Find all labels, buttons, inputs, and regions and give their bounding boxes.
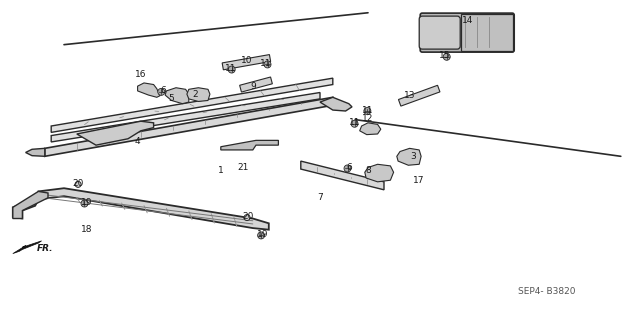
Text: 8: 8 bbox=[365, 166, 371, 175]
Circle shape bbox=[75, 182, 81, 187]
Text: 3: 3 bbox=[410, 152, 415, 161]
Text: 19: 19 bbox=[257, 230, 268, 239]
Text: 9: 9 bbox=[250, 82, 255, 91]
Text: 6: 6 bbox=[161, 86, 166, 95]
Polygon shape bbox=[51, 93, 320, 142]
Text: 17: 17 bbox=[413, 176, 425, 185]
Text: 20: 20 bbox=[243, 212, 254, 221]
Polygon shape bbox=[77, 121, 154, 145]
Text: 19: 19 bbox=[81, 198, 92, 207]
Polygon shape bbox=[360, 123, 381, 135]
Polygon shape bbox=[26, 148, 45, 156]
Polygon shape bbox=[45, 97, 333, 156]
Text: 14: 14 bbox=[461, 16, 473, 25]
Circle shape bbox=[81, 200, 88, 207]
Text: 11: 11 bbox=[225, 64, 236, 73]
FancyBboxPatch shape bbox=[461, 14, 513, 51]
Text: FR.: FR. bbox=[36, 244, 53, 253]
Text: 20: 20 bbox=[72, 179, 84, 188]
Text: 21: 21 bbox=[237, 163, 249, 172]
Text: 10: 10 bbox=[241, 56, 252, 65]
Polygon shape bbox=[13, 191, 48, 219]
Polygon shape bbox=[13, 188, 269, 230]
Text: 7: 7 bbox=[317, 193, 323, 202]
Text: 6: 6 bbox=[346, 163, 351, 172]
Polygon shape bbox=[187, 88, 210, 101]
FancyBboxPatch shape bbox=[420, 13, 514, 52]
Circle shape bbox=[258, 232, 264, 239]
Polygon shape bbox=[138, 83, 160, 97]
Text: 18: 18 bbox=[81, 225, 92, 234]
Polygon shape bbox=[222, 55, 271, 70]
Polygon shape bbox=[301, 161, 384, 190]
Text: 1: 1 bbox=[218, 166, 223, 175]
Circle shape bbox=[244, 215, 250, 220]
Polygon shape bbox=[365, 164, 394, 182]
Circle shape bbox=[344, 165, 351, 172]
Circle shape bbox=[264, 61, 271, 68]
Circle shape bbox=[158, 88, 164, 95]
Circle shape bbox=[228, 66, 235, 73]
Text: 15: 15 bbox=[439, 51, 451, 60]
Text: SEP4- B3820: SEP4- B3820 bbox=[518, 287, 576, 296]
Polygon shape bbox=[320, 97, 352, 111]
Text: 16: 16 bbox=[135, 70, 147, 79]
Polygon shape bbox=[399, 85, 440, 106]
Text: 5: 5 bbox=[169, 94, 174, 103]
Polygon shape bbox=[13, 241, 42, 254]
Circle shape bbox=[364, 108, 371, 115]
Polygon shape bbox=[51, 78, 333, 132]
Text: 11: 11 bbox=[362, 106, 374, 115]
Polygon shape bbox=[221, 140, 278, 150]
Text: 11: 11 bbox=[260, 59, 271, 68]
Text: 4: 4 bbox=[135, 137, 140, 146]
FancyBboxPatch shape bbox=[419, 16, 460, 49]
Circle shape bbox=[444, 53, 450, 60]
Text: 12: 12 bbox=[362, 114, 374, 122]
Text: 11: 11 bbox=[349, 118, 361, 127]
Text: 2: 2 bbox=[193, 90, 198, 99]
Circle shape bbox=[351, 120, 358, 127]
Polygon shape bbox=[239, 77, 273, 92]
Text: 13: 13 bbox=[404, 91, 415, 100]
Polygon shape bbox=[165, 88, 189, 104]
Polygon shape bbox=[397, 148, 421, 165]
